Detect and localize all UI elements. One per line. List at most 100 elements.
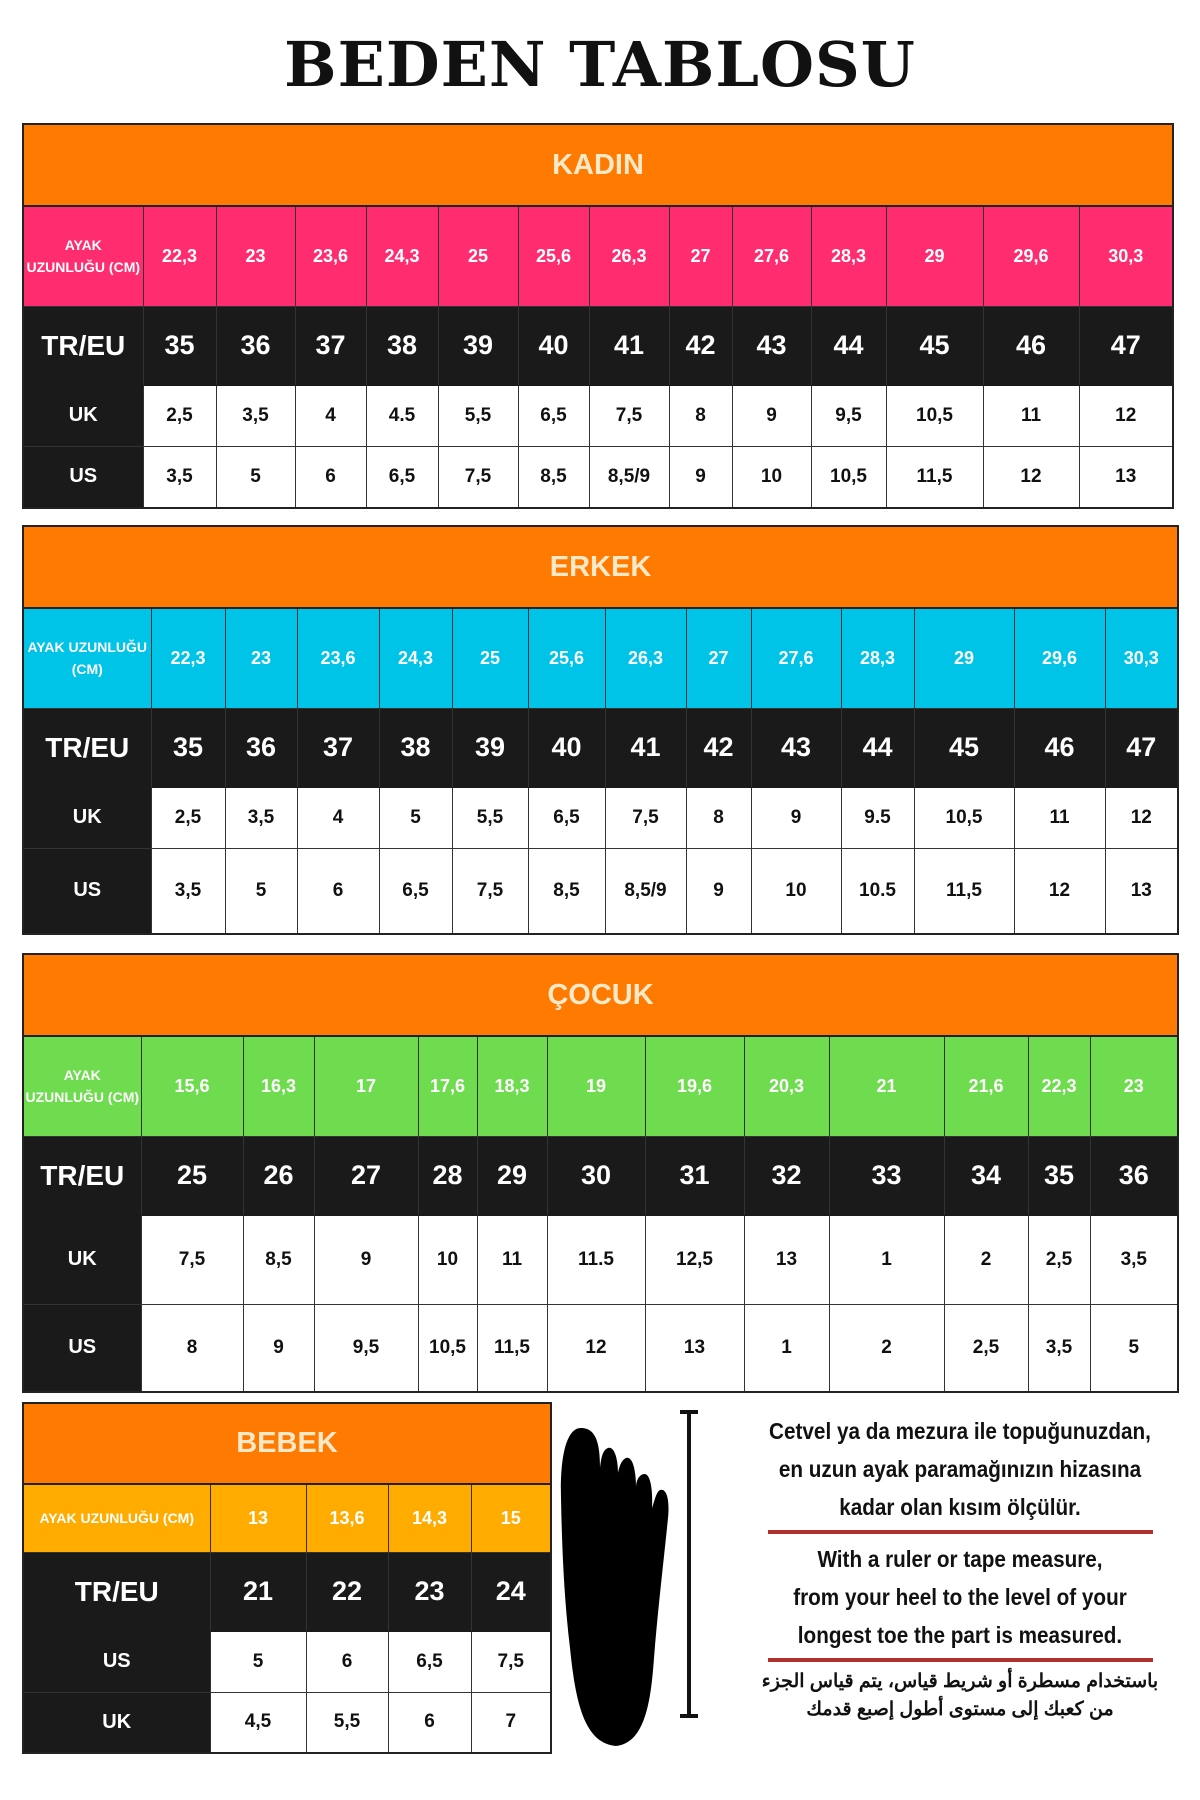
cell-length: 29 bbox=[885, 205, 984, 307]
cell-uk: 13 bbox=[743, 1214, 830, 1305]
cell-us: 7,5 bbox=[437, 445, 519, 509]
row-length: AYAK UZUNLUĞU (CM) 15,6 16,3 17 17,6 18,3 19 19… bbox=[22, 1035, 1179, 1137]
cell-eu: 38 bbox=[365, 305, 439, 386]
cell-us: 9 bbox=[685, 847, 752, 935]
cell-uk: 8 bbox=[668, 384, 733, 447]
cell-uk: 5,5 bbox=[437, 384, 519, 447]
cell-uk: 5,5 bbox=[451, 786, 529, 849]
row-us: US 8 9 9,5 10,5 11,5 12 13 1 2 2,5 3,5 5 bbox=[22, 1303, 1179, 1393]
cell-us: 13 bbox=[644, 1303, 745, 1393]
cell-uk: 12 bbox=[1104, 786, 1179, 849]
row-label-uk: UK bbox=[22, 1691, 211, 1754]
cell-eu: 23 bbox=[387, 1551, 472, 1632]
instr-en-2: from your heel to the level of your bbox=[793, 1584, 1127, 1610]
cell-length: 26,3 bbox=[604, 607, 687, 709]
cell-eu: 38 bbox=[378, 707, 453, 788]
row-uk: UK 2,5 3,5 4 4.5 5,5 6,5 7,5 8 9 9,5 10,5 11 12 bbox=[22, 384, 1174, 447]
cell-us: 12 bbox=[982, 445, 1080, 509]
cell-uk: 2 bbox=[943, 1214, 1029, 1305]
row-label-us: US bbox=[22, 1303, 142, 1393]
cell-eu: 21 bbox=[209, 1551, 307, 1632]
cell-us: 10.5 bbox=[840, 847, 915, 935]
cell-length: 27,6 bbox=[731, 205, 812, 307]
cell-us: 6 bbox=[305, 1630, 389, 1693]
cell-us: 8,5/9 bbox=[604, 847, 687, 935]
cell-eu: 47 bbox=[1104, 707, 1179, 788]
cell-eu: 33 bbox=[828, 1135, 945, 1216]
cell-eu: 29 bbox=[476, 1135, 548, 1216]
cell-us: 7,5 bbox=[451, 847, 529, 935]
cell-eu: 46 bbox=[982, 305, 1080, 386]
foot-silhouette-icon bbox=[560, 1428, 669, 1746]
row-label-us: US bbox=[22, 445, 144, 509]
cell-uk: 5 bbox=[378, 786, 453, 849]
cell-us: 9 bbox=[242, 1303, 315, 1393]
cell-us: 9 bbox=[668, 445, 733, 509]
cell-length: 25 bbox=[451, 607, 529, 709]
cell-eu: 43 bbox=[731, 305, 812, 386]
cell-uk: 3,5 bbox=[224, 786, 298, 849]
row-label-length: AYAK UZUNLUĞU (CM) bbox=[22, 1035, 142, 1137]
divider bbox=[767, 1658, 1153, 1662]
row-eu: TR/EU 21 22 23 24 bbox=[22, 1551, 552, 1632]
cell-length: 16,3 bbox=[242, 1035, 315, 1137]
cell-uk: 10 bbox=[417, 1214, 478, 1305]
row-us: US 5 6 6,5 7,5 bbox=[22, 1630, 552, 1693]
cell-us: 11,5 bbox=[476, 1303, 548, 1393]
cell-eu: 42 bbox=[685, 707, 752, 788]
cell-length: 13 bbox=[209, 1483, 307, 1553]
cell-us: 6 bbox=[296, 847, 380, 935]
cell-us: 12 bbox=[546, 1303, 646, 1393]
cell-uk: 3,5 bbox=[1089, 1214, 1179, 1305]
cell-uk: 5,5 bbox=[305, 1691, 389, 1754]
cell-length: 23,6 bbox=[296, 607, 380, 709]
cell-us: 2 bbox=[828, 1303, 945, 1393]
row-length: AYAK UZUNLUĞU (CM) 22,3 23 23,6 24,3 25 25,6 26… bbox=[22, 607, 1179, 709]
cell-us: 9,5 bbox=[313, 1303, 419, 1393]
cell-us: 8,5 bbox=[517, 445, 590, 509]
cell-length: 22,3 bbox=[150, 607, 226, 709]
cell-uk: 2,5 bbox=[142, 384, 217, 447]
cell-us: 1 bbox=[743, 1303, 830, 1393]
cell-uk: 7,5 bbox=[588, 384, 670, 447]
cell-uk: 6,5 bbox=[517, 384, 590, 447]
cell-length: 23 bbox=[224, 607, 298, 709]
row-label-uk: UK bbox=[22, 786, 152, 849]
cell-us: 13 bbox=[1078, 445, 1174, 509]
cell-uk: 10,5 bbox=[913, 786, 1015, 849]
cell-length: 24,3 bbox=[365, 205, 439, 307]
cell-length: 22,3 bbox=[1027, 1035, 1091, 1137]
cell-eu: 31 bbox=[644, 1135, 745, 1216]
instr-tr-1: Cetvel ya da mezura ile topuğunuzdan, bbox=[769, 1418, 1151, 1444]
cell-uk: 2,5 bbox=[150, 786, 226, 849]
cell-us: 10 bbox=[731, 445, 812, 509]
row-eu: TR/EU 35 36 37 38 39 40 41 42 43 44 45 46 47 bbox=[22, 305, 1174, 386]
cell-eu: 25 bbox=[140, 1135, 244, 1216]
cell-length: 29 bbox=[913, 607, 1015, 709]
cell-length: 28,3 bbox=[840, 607, 915, 709]
instr-en-3: longest toe the part is measured. bbox=[797, 1622, 1123, 1648]
row-label-eu: TR/EU bbox=[22, 1135, 142, 1216]
cell-length: 21,6 bbox=[943, 1035, 1029, 1137]
cell-us: 10 bbox=[750, 847, 842, 935]
cell-length: 18,3 bbox=[476, 1035, 548, 1137]
instr-en-1: With a ruler or tape measure, bbox=[817, 1546, 1103, 1572]
cell-length: 27 bbox=[668, 205, 733, 307]
cell-uk: 9 bbox=[750, 786, 842, 849]
cell-eu: 35 bbox=[142, 305, 217, 386]
cell-uk: 3,5 bbox=[215, 384, 296, 447]
cell-us: 8,5/9 bbox=[588, 445, 670, 509]
cell-eu: 42 bbox=[668, 305, 733, 386]
cell-length: 19,6 bbox=[644, 1035, 745, 1137]
cell-length: 25,6 bbox=[527, 607, 606, 709]
row-length: AYAK UZUNLUĞU (CM) 13 13,6 14,3 15 bbox=[22, 1483, 552, 1553]
cell-us: 6 bbox=[294, 445, 367, 509]
size-table-bebek: BEBEK AYAK UZUNLUĞU (CM) 13 13,6 14,3 15 TR/EU… bbox=[22, 1402, 552, 1754]
cell-length: 15 bbox=[470, 1483, 552, 1553]
cell-us: 11,5 bbox=[885, 445, 984, 509]
cell-uk: 1 bbox=[828, 1214, 945, 1305]
measure-ruler bbox=[680, 1410, 698, 1718]
cell-length: 27,6 bbox=[750, 607, 842, 709]
cell-eu: 45 bbox=[885, 305, 984, 386]
cell-length: 23 bbox=[1089, 1035, 1179, 1137]
